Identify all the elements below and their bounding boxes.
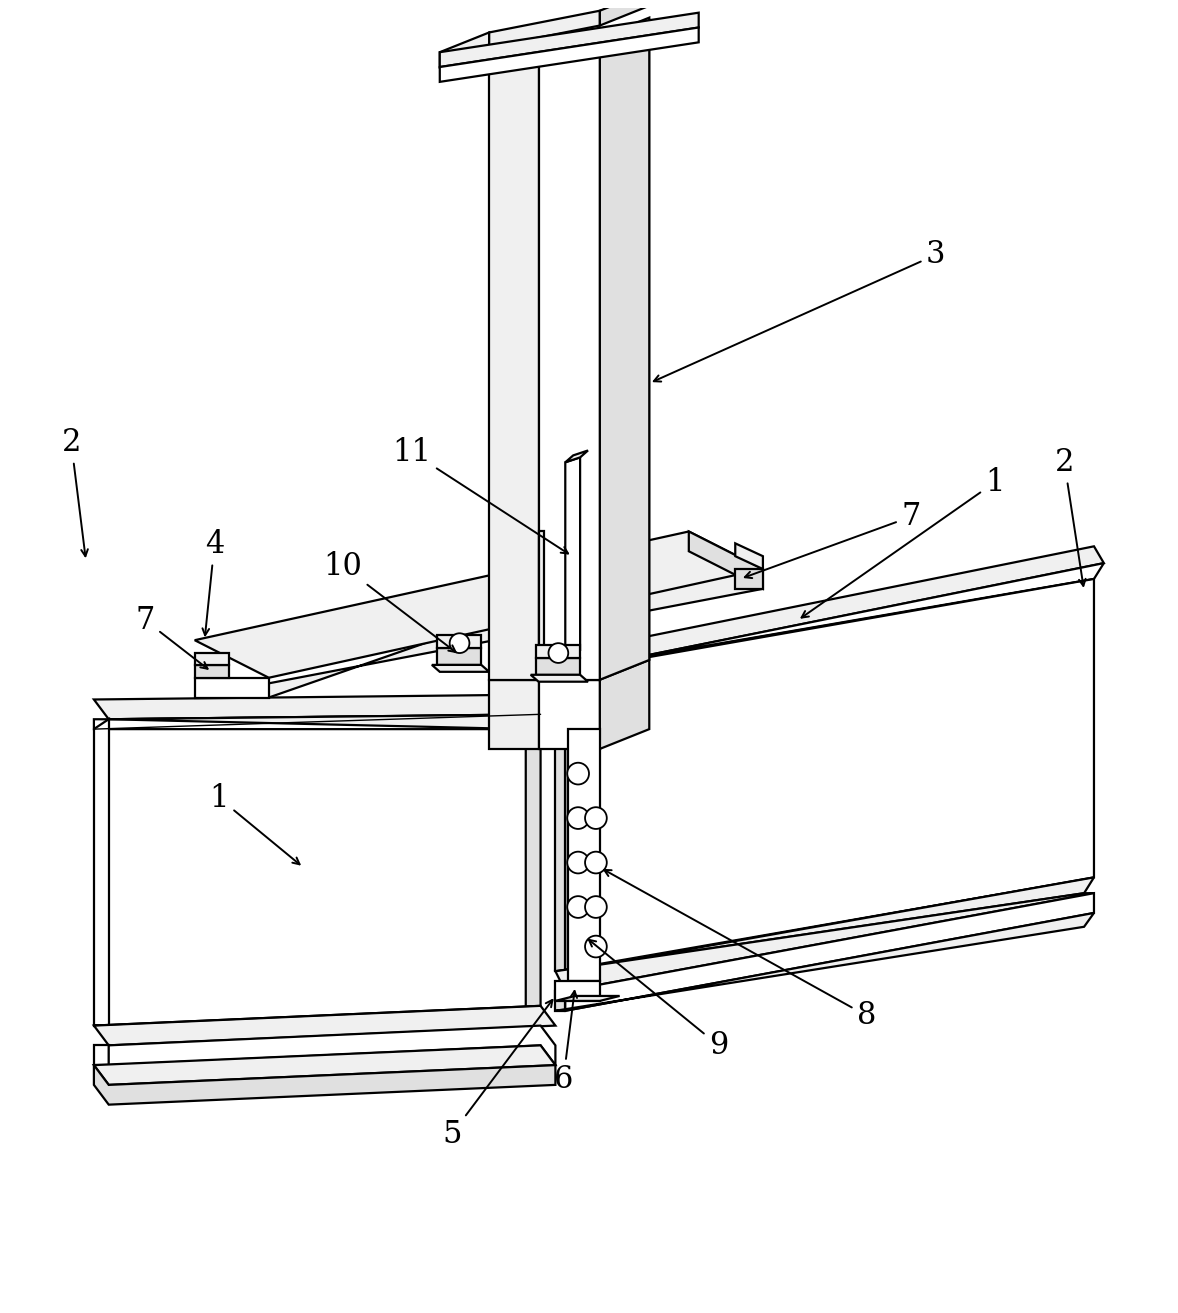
Text: 7: 7 — [744, 502, 921, 578]
Polygon shape — [194, 551, 763, 697]
Circle shape — [585, 897, 607, 918]
Polygon shape — [555, 893, 1094, 991]
Polygon shape — [489, 11, 600, 47]
Polygon shape — [555, 563, 1104, 672]
Polygon shape — [432, 664, 489, 672]
Text: 8: 8 — [604, 871, 876, 1031]
Polygon shape — [536, 645, 580, 658]
Polygon shape — [538, 680, 600, 748]
Circle shape — [568, 897, 589, 918]
Text: 1: 1 — [801, 466, 1005, 617]
Text: 9: 9 — [589, 940, 728, 1061]
Polygon shape — [555, 546, 1104, 672]
Polygon shape — [555, 913, 1094, 1011]
Polygon shape — [600, 17, 649, 680]
Text: 3: 3 — [654, 239, 946, 382]
Polygon shape — [689, 532, 763, 588]
Circle shape — [450, 633, 469, 653]
Text: 11: 11 — [392, 437, 568, 554]
Polygon shape — [108, 714, 541, 729]
Polygon shape — [565, 893, 1094, 1011]
Polygon shape — [735, 569, 763, 588]
Polygon shape — [94, 714, 541, 729]
Polygon shape — [531, 675, 588, 681]
Circle shape — [568, 852, 589, 873]
Polygon shape — [565, 579, 1094, 972]
Polygon shape — [94, 1065, 555, 1104]
Circle shape — [585, 807, 607, 829]
Polygon shape — [565, 450, 588, 462]
Polygon shape — [489, 37, 538, 680]
Polygon shape — [538, 37, 600, 680]
Polygon shape — [437, 649, 482, 664]
Circle shape — [568, 807, 589, 829]
Polygon shape — [439, 13, 699, 67]
Polygon shape — [194, 664, 230, 678]
Polygon shape — [735, 544, 763, 569]
Polygon shape — [568, 729, 600, 981]
Polygon shape — [94, 695, 555, 720]
Text: 2: 2 — [1054, 446, 1086, 586]
Polygon shape — [600, 660, 649, 748]
Polygon shape — [94, 1045, 108, 1065]
Polygon shape — [194, 678, 269, 697]
Polygon shape — [536, 658, 580, 675]
Circle shape — [549, 643, 568, 663]
Polygon shape — [439, 33, 489, 67]
Circle shape — [568, 763, 589, 784]
Polygon shape — [538, 532, 543, 680]
Polygon shape — [439, 28, 699, 81]
Polygon shape — [94, 720, 108, 1025]
Circle shape — [585, 852, 607, 873]
Polygon shape — [489, 680, 538, 748]
Polygon shape — [600, 0, 649, 25]
Polygon shape — [94, 1045, 555, 1085]
Polygon shape — [555, 997, 620, 1001]
Text: 5: 5 — [442, 1001, 552, 1150]
Text: 7: 7 — [135, 605, 207, 668]
Polygon shape — [555, 981, 600, 1001]
Polygon shape — [108, 1025, 555, 1065]
Polygon shape — [555, 991, 565, 1011]
Text: 2: 2 — [61, 427, 88, 557]
Polygon shape — [194, 532, 763, 678]
Polygon shape — [94, 1006, 541, 1025]
Polygon shape — [94, 1006, 555, 1045]
Text: 1: 1 — [210, 783, 299, 864]
Polygon shape — [437, 635, 482, 649]
Circle shape — [585, 936, 607, 957]
Polygon shape — [555, 672, 565, 972]
Polygon shape — [555, 877, 1094, 972]
Polygon shape — [194, 653, 230, 664]
Polygon shape — [565, 457, 580, 655]
Polygon shape — [525, 714, 541, 1020]
Text: 10: 10 — [324, 550, 456, 653]
Text: 4: 4 — [203, 529, 224, 635]
Text: 6: 6 — [554, 991, 577, 1095]
